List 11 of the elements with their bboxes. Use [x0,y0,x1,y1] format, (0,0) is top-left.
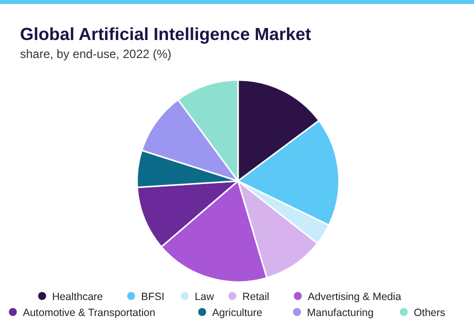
legend-label: Advertising & Media [308,291,402,303]
chart-subtitle: share, by end-use, 2022 (%) [20,47,172,61]
chart-title: Global Artificial Intelligence Market [20,24,312,44]
legend-label: Others [414,307,446,319]
legend-label: Automotive & Transportation [22,307,156,319]
legend-label: Manufacturing [307,307,374,319]
legend-label: Law [194,291,214,303]
legend-label: Retail [242,291,270,303]
legend-label: Agriculture [212,307,262,319]
legend-label: BFSI [141,291,164,303]
legend-label: Healthcare [52,291,104,303]
